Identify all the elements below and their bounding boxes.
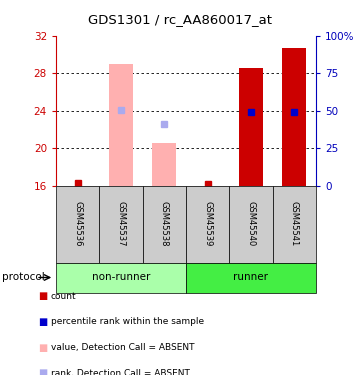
Text: GDS1301 / rc_AA860017_at: GDS1301 / rc_AA860017_at — [88, 13, 273, 26]
Bar — [186, 186, 229, 262]
Bar — [56, 262, 186, 292]
Bar — [152, 144, 176, 186]
Bar — [273, 186, 316, 262]
Text: percentile rank within the sample: percentile rank within the sample — [51, 317, 204, 326]
Bar — [186, 262, 316, 292]
Text: rank, Detection Call = ABSENT: rank, Detection Call = ABSENT — [51, 369, 190, 375]
Text: protocol: protocol — [2, 273, 44, 282]
Bar — [229, 186, 273, 262]
Text: GSM45538: GSM45538 — [160, 201, 169, 247]
Text: ■: ■ — [38, 317, 47, 327]
Text: GSM45541: GSM45541 — [290, 201, 299, 247]
Text: GSM45540: GSM45540 — [247, 201, 255, 247]
Text: GSM45536: GSM45536 — [73, 201, 82, 247]
Bar — [239, 68, 263, 186]
Bar — [282, 48, 306, 186]
Bar — [109, 64, 133, 186]
Bar — [143, 186, 186, 262]
Text: non-runner: non-runner — [92, 273, 150, 282]
Text: ■: ■ — [38, 368, 47, 375]
Text: GSM45537: GSM45537 — [117, 201, 125, 247]
Bar — [99, 186, 143, 262]
Text: ■: ■ — [38, 291, 47, 301]
Text: value, Detection Call = ABSENT: value, Detection Call = ABSENT — [51, 343, 194, 352]
Text: count: count — [51, 292, 76, 301]
Text: ■: ■ — [38, 342, 47, 352]
Bar — [56, 186, 99, 262]
Text: runner: runner — [234, 273, 268, 282]
Text: GSM45539: GSM45539 — [203, 201, 212, 247]
